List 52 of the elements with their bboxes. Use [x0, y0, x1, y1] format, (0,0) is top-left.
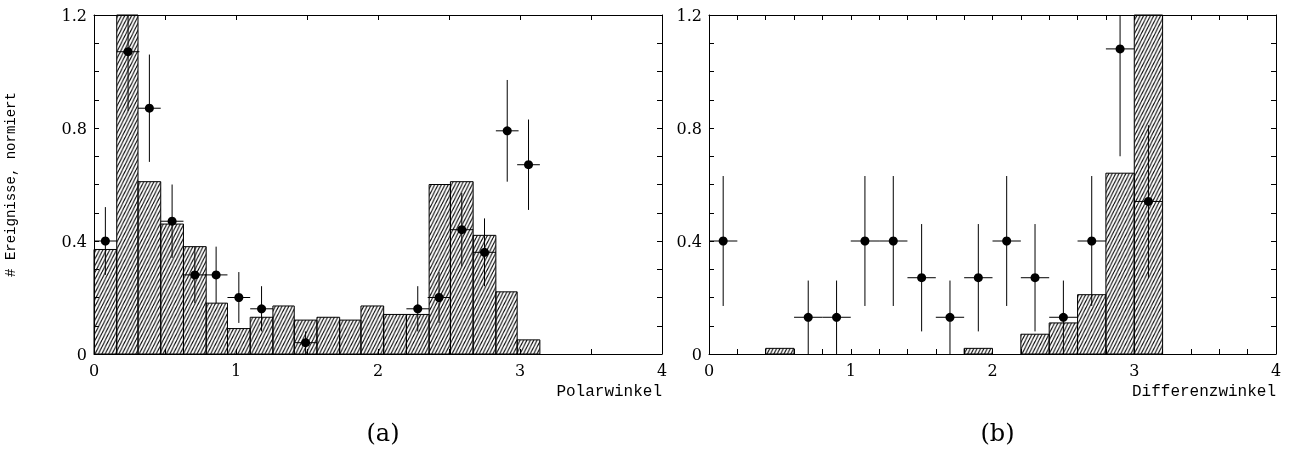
x-axis-title: Polarwinkel	[556, 383, 662, 401]
point	[100, 236, 110, 246]
point	[1002, 236, 1012, 246]
point	[123, 47, 133, 57]
y-tick-label: 0.4	[61, 231, 87, 251]
point	[301, 338, 311, 348]
point	[888, 236, 898, 246]
y-tick-label: 0	[691, 344, 702, 364]
text: (b)	[980, 419, 1015, 447]
point	[211, 270, 221, 280]
point	[190, 270, 200, 280]
y-axis-title: # Ereignisse, normiert	[3, 92, 19, 277]
x-tick-label: 3	[1129, 360, 1140, 380]
point	[480, 247, 489, 257]
x-tick-label: 3	[514, 360, 526, 380]
point	[803, 312, 813, 322]
point	[973, 273, 983, 283]
point	[234, 293, 244, 302]
x-tick-label: 1	[845, 360, 856, 380]
y-tick-label: 0.8	[676, 118, 702, 138]
x-axis-title: Differenzwinkel	[1131, 383, 1276, 401]
point	[1115, 44, 1125, 54]
x-tick-label: 4	[1270, 360, 1282, 380]
y-tick-label: 0	[76, 344, 87, 364]
y-tick-label: 0.4	[676, 231, 702, 251]
point	[434, 293, 444, 302]
point	[860, 236, 870, 246]
x-tick-label: 4	[656, 360, 668, 380]
point	[413, 304, 423, 314]
x-tick-label: 2	[372, 360, 384, 380]
point	[945, 312, 955, 322]
y-tick-label: 0.8	[61, 118, 87, 138]
x-tick-label: 1	[230, 360, 242, 380]
point	[257, 304, 267, 314]
text: (a)	[366, 419, 400, 447]
point	[917, 273, 927, 283]
point	[524, 160, 534, 170]
point	[832, 312, 842, 322]
point	[718, 236, 728, 246]
point	[1030, 273, 1040, 283]
point	[1143, 196, 1153, 206]
point	[502, 126, 512, 136]
point	[1058, 312, 1068, 322]
point	[457, 225, 467, 235]
point	[144, 103, 154, 113]
x-tick-label: 2	[987, 360, 998, 380]
point	[167, 216, 177, 226]
point	[1087, 236, 1097, 246]
y-tick-label: 1.2	[61, 5, 87, 25]
x-tick-label: 0	[703, 360, 715, 380]
y-tick-label: 1.2	[676, 5, 702, 25]
x-tick-label: 0	[88, 360, 100, 380]
